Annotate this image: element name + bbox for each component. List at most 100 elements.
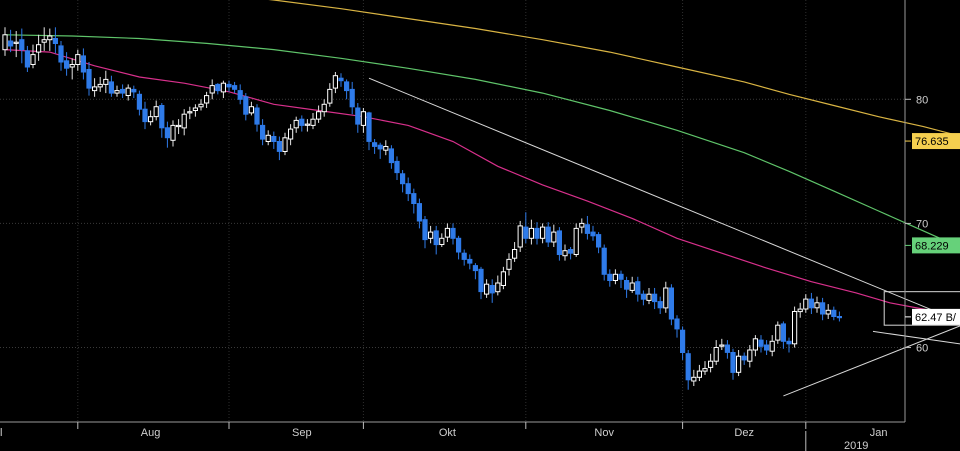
candle (607, 269, 613, 287)
candle-body-up (769, 340, 775, 352)
candle (551, 224, 557, 247)
candle-body-down (780, 323, 786, 342)
candle-body-up (187, 111, 193, 114)
candle-body-down (232, 85, 238, 90)
candle-body-down (377, 144, 383, 150)
candle (2, 27, 8, 56)
candle (198, 99, 204, 111)
candle-body-down (596, 234, 602, 248)
candle (36, 34, 42, 61)
candle-body-up (288, 128, 294, 140)
candle (456, 235, 462, 260)
candle (523, 212, 529, 244)
candle-body-down (344, 81, 350, 92)
candle (288, 124, 294, 146)
candle-body-down (618, 273, 624, 280)
candle (125, 84, 131, 101)
candle-body-up (92, 86, 98, 92)
candle (590, 225, 596, 241)
candle-body-up (719, 344, 725, 347)
candle-body-down (489, 285, 495, 294)
candle-body-down (472, 265, 478, 272)
candle-body-down (164, 127, 171, 139)
value-tag: 76.635 (905, 133, 960, 150)
candle-body-down (461, 252, 467, 260)
candle-body-down (416, 203, 422, 222)
candle (674, 315, 680, 338)
candle-body-up (170, 124, 176, 141)
candle-body-up (30, 54, 36, 65)
candle (556, 227, 562, 261)
candle (254, 104, 260, 132)
candle (747, 345, 753, 368)
candle (612, 269, 618, 285)
candle (24, 45, 30, 72)
candle-body-down (584, 224, 590, 234)
candle (64, 52, 70, 76)
moving-average-ma_mid (4, 34, 958, 247)
candle-body-up (573, 227, 579, 255)
candle (131, 85, 137, 99)
candle (439, 233, 445, 247)
candle-body-up (282, 137, 288, 153)
candle-body-up (209, 85, 215, 94)
candle-body-down (131, 88, 137, 93)
candle-body-down (411, 193, 417, 205)
candle-body-up (629, 282, 635, 291)
candle (400, 170, 406, 193)
value-tag-label: 68.229 (915, 240, 949, 252)
candle-body-up (562, 250, 568, 257)
candle-body-down (276, 141, 282, 152)
candle (86, 62, 92, 96)
candle (584, 215, 590, 240)
candle-body-down (534, 227, 540, 239)
candle-body-up (248, 106, 255, 114)
candle-body-up (663, 287, 669, 309)
candle (13, 31, 19, 58)
candle-body-down (450, 227, 456, 239)
candle-body-down (786, 340, 792, 345)
candle (540, 223, 546, 244)
candle-body-down (366, 112, 372, 142)
candle (176, 119, 182, 135)
candle-body-up (103, 78, 109, 85)
candle-body-down (58, 45, 64, 63)
candle (601, 244, 607, 281)
candle (495, 275, 501, 296)
candle (730, 348, 736, 380)
candle-body-up (75, 54, 81, 65)
candle (472, 263, 478, 280)
candle-body-down (254, 107, 260, 125)
candle-body-up (204, 95, 210, 104)
candle-body-down (624, 280, 630, 290)
candle (103, 70, 109, 94)
candle-body-up (2, 34, 8, 51)
candle (808, 292, 814, 315)
candle-body-up (500, 271, 506, 286)
candle-body-down (159, 105, 165, 129)
candle (573, 223, 579, 257)
trendline (872, 330, 960, 345)
candle-body-down (456, 237, 462, 253)
x-tick-label: Nov (594, 427, 614, 439)
candle (215, 83, 221, 95)
candle (108, 75, 115, 97)
candle-body-up (181, 113, 187, 129)
candle (405, 177, 411, 202)
candle (820, 297, 826, 321)
candle (355, 103, 361, 133)
candle (489, 279, 495, 303)
candle (181, 109, 187, 136)
candle (142, 101, 148, 130)
candle-body-up (747, 349, 753, 362)
candle-body-up (153, 106, 159, 118)
candle-body-down (607, 273, 613, 281)
candle (388, 145, 394, 169)
candle-body-up (752, 338, 758, 351)
candle-body-up (803, 298, 809, 310)
candle-body-down (764, 344, 770, 351)
candle-body-down (299, 118, 305, 126)
candle-body-up (540, 226, 546, 239)
candle-body-down (724, 344, 730, 353)
